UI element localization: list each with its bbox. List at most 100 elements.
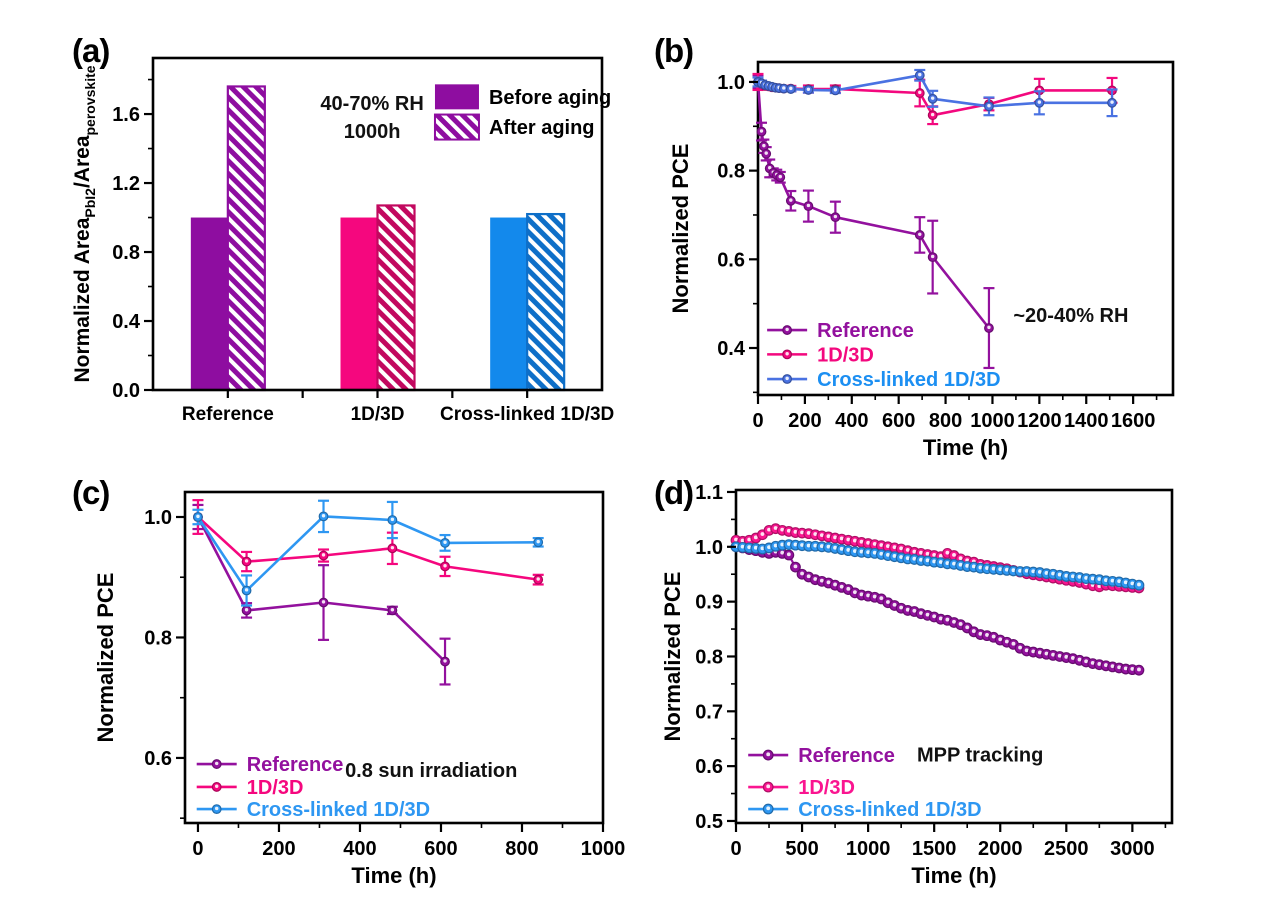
legend-item-cross-linked-1d-3d: Cross-linked 1D/3D	[748, 799, 982, 821]
svg-text:0.6: 0.6	[695, 756, 723, 778]
bar-1d-3d-after-aging	[376, 204, 416, 392]
svg-text:0.8: 0.8	[695, 646, 723, 668]
svg-text:0.4: 0.4	[112, 311, 141, 333]
legend-label: Cross-linked 1D/3D	[817, 369, 1000, 391]
legend-item-1d-3d: 1D/3D	[196, 777, 304, 799]
panel-c-annotation: 0.8 sun irradiation	[345, 760, 517, 782]
svg-text:2000: 2000	[978, 838, 1023, 860]
svg-text:800: 800	[929, 410, 962, 432]
legend-item-reference: Reference	[196, 754, 344, 776]
panel-b-y-axis: 0.4 0.6 0.8 1.0	[717, 72, 758, 394]
svg-text:0.5: 0.5	[695, 811, 723, 833]
legend-item-before-aging: Before aging	[434, 84, 611, 110]
legend-label: Reference	[247, 754, 344, 776]
y-axis-label: Normalized PCE	[660, 572, 685, 742]
panel-a: (a) 0.0 0.4 0.8 1.2 1.6 Reference 1D/3D Cross-l…	[40, 20, 640, 460]
svg-text:1.2: 1.2	[112, 173, 140, 195]
y-axis-label: Normalized AreaPbI2/Areaperovskite	[71, 65, 98, 382]
svg-text:800: 800	[505, 838, 538, 860]
svg-text:400: 400	[343, 838, 376, 860]
y-axis-label: Normalized PCE	[668, 144, 693, 314]
panel-c: (c) 0 200 400 600 800 1000 0.6 0.8 1.0 Time (h) No…	[40, 462, 640, 902]
panel-a-y-axis: 0.0 0.4 0.8 1.2 1.6	[112, 78, 153, 402]
svg-text:1.6: 1.6	[112, 104, 140, 126]
svg-text:0.0: 0.0	[112, 380, 140, 402]
panel-b-markers-cross-linked-1d-3d	[753, 70, 1117, 112]
panel-b-chart: 0 200 400 600 800 1000 1200 1400 1600 0.4 0.6 0.8 1.…	[668, 60, 1175, 460]
legend-label: Cross-linked 1D/3D	[798, 799, 981, 821]
svg-text:600: 600	[424, 838, 457, 860]
svg-text:1600: 1600	[1111, 410, 1156, 432]
panel-b-x-axis: 0 200 400 600 800 1000 1200 1400 1600	[752, 395, 1158, 432]
x-axis-label: Time (h)	[923, 435, 1008, 460]
x-axis-label: Time (h)	[911, 863, 996, 888]
legend-label: Cross-linked 1D/3D	[247, 799, 430, 821]
legend-item-1d-3d: 1D/3D	[767, 344, 874, 366]
svg-text:200: 200	[788, 410, 821, 432]
svg-text:1.0: 1.0	[695, 537, 723, 559]
svg-text:0.8: 0.8	[717, 161, 745, 183]
svg-text:0: 0	[192, 838, 203, 860]
panel-c-y-axis: 0.6 0.8 1.0	[144, 507, 185, 819]
svg-text:0: 0	[752, 410, 763, 432]
legend-label: 1D/3D	[817, 344, 874, 366]
svg-text:1000: 1000	[970, 410, 1015, 432]
panel-b-series-cross-linked-1d-3d	[752, 68, 1118, 118]
panel-c-x-axis: 0 200 400 600 800 1000	[192, 823, 625, 860]
svg-text:0.8: 0.8	[112, 242, 140, 264]
y-axis-label: Normalized PCE	[93, 573, 118, 743]
panel-d-chart: 0 500 1000 1500 2000 2500 3000 0.5 0.6 0.7 0.8 0.9 1…	[660, 482, 1174, 888]
panel-a-legend: Before aging After aging	[433, 84, 611, 141]
svg-text:400: 400	[835, 410, 868, 432]
bar-cross-linked-1d-3d-before-aging	[490, 217, 528, 390]
svg-text:0.7: 0.7	[695, 701, 723, 723]
legend-item-cross-linked-1d-3d: Cross-linked 1D/3D	[767, 369, 1001, 391]
legend-label: Before aging	[489, 87, 611, 109]
panel-b-letter: (b)	[654, 32, 694, 69]
svg-text:200: 200	[262, 838, 295, 860]
panel-d-markers-cross-linked-1d-3d	[730, 539, 1145, 591]
legend-label: Reference	[817, 320, 914, 342]
svg-text:600: 600	[882, 410, 915, 432]
panel-d: (d) 0 500 1000 1500 2000 2500 3000 0.5 0.6 0.7 0.8…	[648, 462, 1248, 902]
legend-item-after-aging: After aging	[433, 113, 595, 141]
svg-text:0.9: 0.9	[695, 592, 723, 614]
svg-text:1.0: 1.0	[144, 507, 172, 529]
legend-label: 1D/3D	[247, 777, 304, 799]
legend-item-1d-3d: 1D/3D	[748, 777, 855, 799]
legend-item-reference: Reference	[748, 745, 895, 767]
svg-text:1400: 1400	[1064, 410, 1109, 432]
svg-text:1500: 1500	[912, 838, 957, 860]
legend-item-reference: Reference	[767, 320, 914, 342]
svg-text:0.8: 0.8	[144, 627, 172, 649]
svg-text:MPP tracking: MPP tracking	[917, 745, 1043, 767]
svg-text:1000: 1000	[581, 838, 626, 860]
category-label-reference: Reference	[182, 404, 274, 425]
panel-b-annotation: ~20-40% RH	[1013, 305, 1128, 327]
panel-d-letter: (d)	[654, 474, 694, 511]
panel-c-markers-reference	[193, 512, 450, 667]
panel-d-y-axis: 0.5 0.6 0.7 0.8 0.9 1.0 1.1	[695, 482, 736, 833]
x-axis-label: Time (h)	[351, 863, 436, 888]
legend-item-cross-linked-1d-3d: Cross-linked 1D/3D	[196, 799, 430, 821]
panel-c-chart: 0 200 400 600 800 1000 0.6 0.8 1.0 Time (h) Normal…	[93, 490, 625, 888]
svg-text:0: 0	[730, 838, 741, 860]
panel-a-bars	[190, 85, 566, 392]
svg-text:1.1: 1.1	[695, 482, 723, 504]
svg-text:1.0: 1.0	[717, 72, 745, 94]
svg-text:0.6: 0.6	[717, 249, 745, 271]
svg-text:0.6: 0.6	[144, 748, 172, 770]
bar-reference-after-aging	[226, 85, 266, 392]
panel-a-chart: 0.0 0.4 0.8 1.2 1.6 Reference 1D/3D Cross-linke…	[71, 56, 614, 425]
panel-c-markers-cross-linked-1d-3d	[193, 511, 544, 596]
panel-b-markers-reference	[753, 77, 994, 333]
bar-1d-3d-before-aging	[340, 217, 378, 390]
legend-label: 1D/3D	[798, 777, 855, 799]
svg-text:1000: 1000	[846, 838, 891, 860]
panel-c-letter: (c)	[72, 474, 110, 511]
panel-b: (b) 0 200 400 600 800 1000 1200 1400 1600 0.4 0.6 0…	[648, 20, 1248, 460]
legend-label: Reference	[798, 745, 895, 767]
